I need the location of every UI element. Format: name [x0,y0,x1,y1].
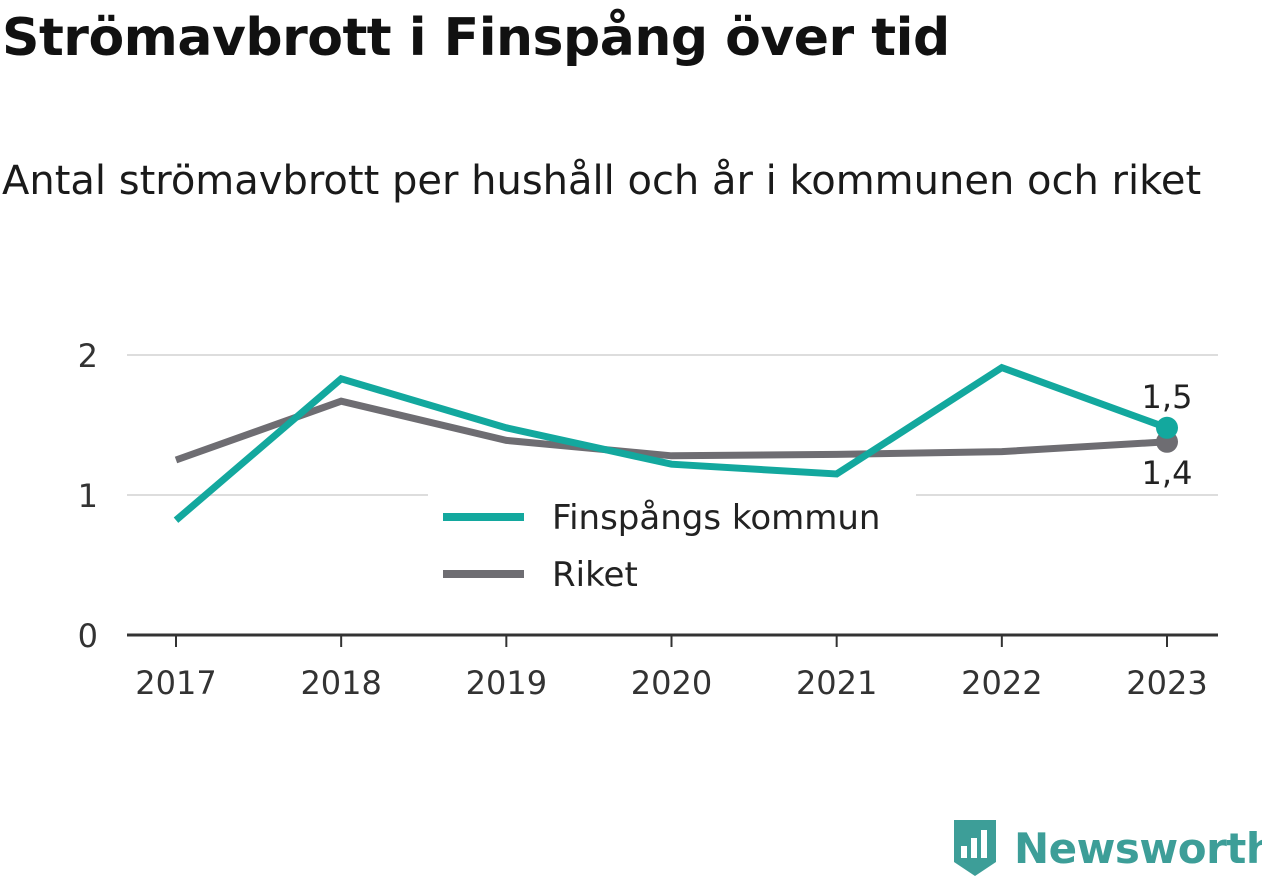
x-tick-label-2017: 2017 [135,664,216,702]
chart-title: Strömavbrott i Finspång över tid [2,8,950,68]
end-label-1: 1,4 [1142,454,1193,492]
series-end-point-0 [1156,416,1178,439]
y-tick-label-0: 0 [78,617,98,655]
axes: 0 1 2 2017 2018 2019 2020 2021 2022 2023 [78,337,1218,702]
legend: Finspångs kommun Riket [428,493,916,605]
series-line-1 [174,397,1168,464]
x-tick-label-2019: 2019 [466,664,547,702]
y-tick-label-1: 1 [78,477,98,515]
end-labels: 1,5 1,4 [1142,378,1193,492]
newsworthy-logo: Newsworthy [950,818,1262,878]
y-tick-label-2: 2 [78,337,98,375]
series-line-0 [173,363,1169,523]
chart-subtitle: Antal strömavbrott per hushåll och år i … [2,158,1202,204]
legend-label-1: Riket [552,555,638,595]
newsworthy-logo-icon [954,820,996,876]
x-tick-label-2023: 2023 [1126,664,1207,702]
end-label-0: 1,5 [1142,378,1193,416]
x-tick-label-2022: 2022 [961,664,1042,702]
x-tick-label-2020: 2020 [631,664,712,702]
legend-label-0: Finspångs kommun [552,498,880,538]
legend-box [428,493,916,605]
series-lines [173,363,1178,523]
x-tick-label-2018: 2018 [300,664,381,702]
newsworthy-logo-text: Newsworthy [1014,823,1262,873]
x-tick-label-2021: 2021 [796,664,877,702]
